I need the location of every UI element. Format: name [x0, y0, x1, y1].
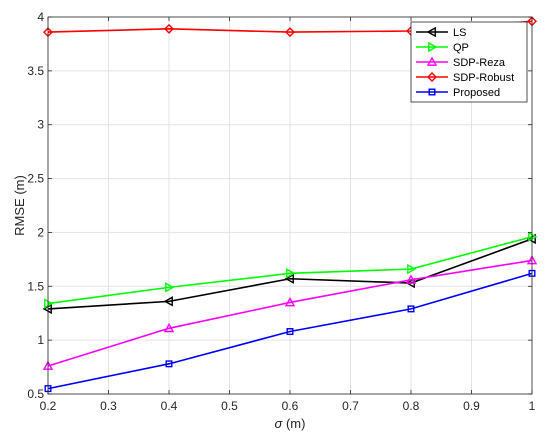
x-tick-label: 0.7: [342, 399, 359, 413]
legend-item: Proposed: [416, 87, 500, 99]
data-point: [163, 296, 173, 307]
x-tick-label: 0.6: [282, 399, 299, 413]
legend-marker: [426, 26, 436, 38]
data-point: [284, 297, 296, 307]
legend-marker: [427, 72, 437, 82]
series-line: [47, 259, 533, 367]
y-tick-label: 1: [37, 333, 44, 347]
tick-layer: 0.2 0.3 0.4 0.5 0.6 0.7 0.8 0.9 1 0.5 1 1.5 2 2.5 3 3.5…: [27, 10, 535, 413]
legend-item: SDP-Reza: [416, 56, 506, 69]
x-tick-label: 0.5: [221, 399, 238, 413]
legend-label: QP: [453, 42, 469, 54]
x-tick-label: 0.2: [40, 399, 57, 413]
data-point: [528, 231, 538, 242]
legend-label: SDP-Reza: [453, 57, 506, 69]
x-axis-symbol: σ: [275, 416, 284, 431]
x-tick-label: 0.4: [161, 399, 178, 413]
y-axis-label: RMSE (m): [12, 175, 27, 236]
y-tick-label: 1.5: [27, 279, 44, 293]
y-tick-label: 3: [37, 118, 44, 132]
x-tick-label: 1: [529, 399, 536, 413]
data-point: [163, 322, 175, 333]
data-point: [165, 282, 175, 293]
legend-item: QP: [416, 41, 469, 54]
series-line: [47, 238, 533, 310]
x-tick-label: 0.3: [100, 399, 117, 413]
legend: LS QP SDP-Reza SDP-Robust Proposed: [410, 21, 528, 103]
series-line: [47, 272, 533, 390]
legend-marker: [428, 41, 438, 53]
y-tick-label: 2.5: [27, 172, 44, 186]
legend-item: SDP-Robust: [416, 72, 514, 84]
series-line: [47, 235, 533, 305]
y-tick-label: 2: [37, 225, 44, 239]
data-point: [405, 274, 417, 284]
x-tick-label: 0.9: [463, 399, 480, 413]
data-point: [165, 360, 173, 368]
data-point: [407, 305, 415, 313]
y-tick-label: 0.5: [27, 387, 44, 401]
x-axis-label: σ (m): [275, 416, 306, 431]
x-axis-unit: (m): [282, 416, 305, 431]
series-layer: [42, 16, 538, 393]
y-tick-label: 4: [37, 10, 44, 24]
data-point: [286, 328, 294, 336]
legend-label: SDP-Robust: [453, 72, 514, 84]
legend-marker: [426, 56, 438, 66]
y-tick-label: 3.5: [27, 64, 44, 78]
data-point: [286, 268, 296, 279]
legend-marker: [428, 88, 436, 96]
x-tick-label: 0.8: [403, 399, 420, 413]
legend-label: Proposed: [453, 87, 500, 99]
data-point: [284, 273, 294, 284]
data-point: [407, 263, 417, 275]
legend-label: LS: [453, 27, 466, 39]
data-point: [285, 27, 295, 38]
series-proposed: [44, 269, 536, 393]
data-point: [164, 23, 174, 34]
legend-item: LS: [416, 26, 466, 39]
